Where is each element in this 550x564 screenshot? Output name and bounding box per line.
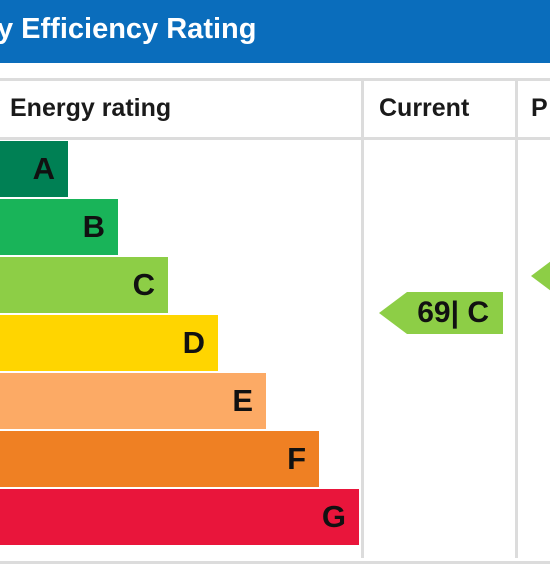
column-divider-current xyxy=(515,78,518,558)
column-header-current: Current xyxy=(379,94,470,122)
current-rating-value: 69 xyxy=(417,296,451,329)
band-f: F xyxy=(0,431,319,487)
band-e: E xyxy=(0,373,266,429)
column-divider-rating xyxy=(361,78,364,558)
header-bar: y Efficiency Rating xyxy=(0,0,550,63)
column-header-potential: P xyxy=(531,94,548,122)
page-title: y Efficiency Rating xyxy=(0,13,257,45)
column-header-rating: Energy rating xyxy=(10,94,172,122)
table-divider xyxy=(0,137,550,140)
current-rating-separator: | xyxy=(450,296,459,329)
band-g: G xyxy=(0,489,359,545)
band-a: A xyxy=(0,141,68,197)
band-b: B xyxy=(0,199,118,255)
current-rating-arrow: 69 | C xyxy=(379,292,503,334)
band-c: C xyxy=(0,257,168,313)
current-rating-band: C xyxy=(467,296,489,329)
band-d: D xyxy=(0,315,218,371)
